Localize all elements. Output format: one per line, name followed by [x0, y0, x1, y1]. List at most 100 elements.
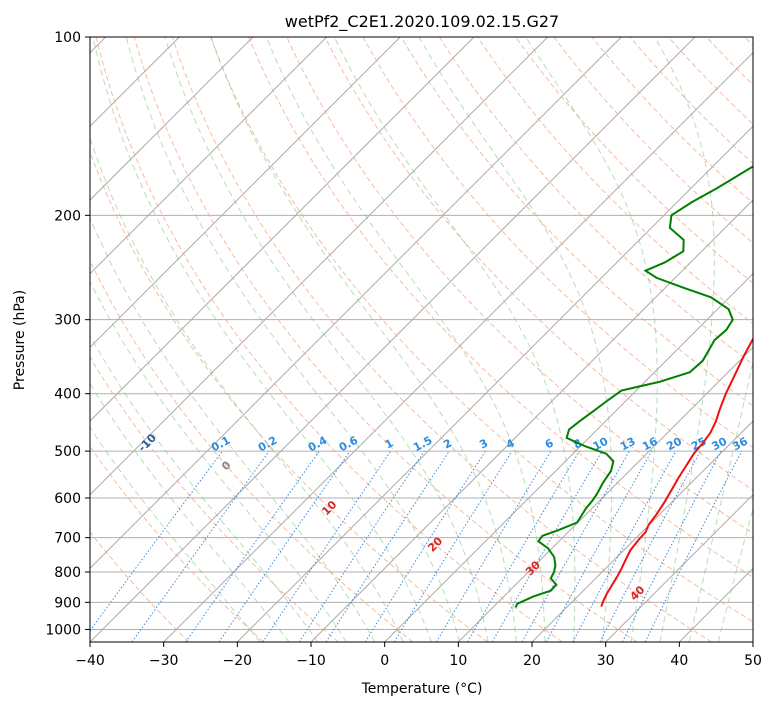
mixing-ratio-line	[298, 450, 425, 642]
moist-adiabat-line	[90, 136, 404, 642]
isotherm-line	[236, 125, 753, 642]
isotherm-line	[90, 37, 328, 275]
mixing-ratio-line	[621, 450, 722, 642]
mixing-ratio-line	[131, 450, 270, 642]
dry-adiabat-line	[90, 356, 339, 642]
x-tick-label: 50	[744, 653, 762, 669]
isotherm-line	[90, 37, 401, 349]
y-axis-ticks: 100 200 300 400 500 600 700 800 900 1000	[45, 30, 90, 638]
dry-adiabat-line	[90, 445, 264, 642]
isotherm-line	[605, 493, 753, 642]
isotherm-line	[384, 272, 753, 642]
x-axis-ticks: −40 −30 −20 −10 0 10 20 30 40 50	[75, 642, 762, 669]
isotherm-line	[90, 37, 549, 496]
y-tick-label: 900	[54, 595, 81, 611]
y-tick-label: 600	[54, 491, 81, 507]
y-tick-label: 400	[54, 387, 81, 403]
dry-adiabat-line	[90, 150, 488, 642]
mixing-ratio-line	[185, 450, 320, 642]
plot-area: -100-90-80-70-60-50-40-30-20-10010203040…	[90, 37, 753, 642]
moist-adiabat-line	[717, 507, 753, 642]
x-tick-label: 30	[597, 653, 615, 669]
y-tick-label: 700	[54, 531, 81, 547]
moist-adiabat-line	[92, 37, 432, 642]
y-tick-label: 200	[54, 208, 81, 224]
dry-adiabat-line	[324, 37, 753, 491]
mixing-ratio-line	[262, 450, 392, 642]
x-axis-label: Temperature (°C)	[361, 681, 483, 697]
mixing-ratio-line	[644, 450, 743, 642]
isobar-gridlines	[90, 37, 753, 630]
mixing-ratio-line	[435, 450, 552, 642]
moist-adiabat-line	[210, 37, 517, 642]
moist-adiabat-line	[90, 382, 290, 642]
mixing-ratio-lines	[90, 450, 743, 642]
dry-adiabat-line	[133, 37, 638, 642]
dry-adiabat-line	[248, 37, 753, 578]
y-tick-label: 500	[54, 444, 81, 460]
moist-adiabat-line	[90, 426, 261, 642]
isotherm-line	[90, 37, 475, 422]
y-tick-label: 800	[54, 565, 81, 581]
mixing-ratio-label: 10	[591, 434, 611, 453]
mixing-ratio-label: 13	[618, 435, 638, 454]
isotherm-line	[457, 346, 753, 642]
dry-adiabat-line	[90, 259, 414, 642]
dry-adiabat-line	[210, 37, 753, 623]
dry-adiabat-line	[438, 37, 753, 366]
dry-adiabat-line	[515, 37, 753, 284]
mixing-ratio-line	[599, 450, 701, 642]
x-tick-label: −30	[149, 653, 179, 669]
dry-adiabat-line	[400, 37, 753, 407]
plot-frame	[89, 36, 754, 643]
moist-adiabat-line	[125, 37, 461, 642]
mixing-ratio-label: 36	[730, 435, 750, 454]
y-axis-label: Pressure (hPa)	[12, 290, 28, 390]
mixing-ratio-line	[364, 450, 486, 642]
dry-adiabat-line	[95, 37, 563, 642]
y-tick-label: 1000	[45, 622, 81, 638]
mixing-ratio-label: 30	[710, 435, 730, 454]
isotherm-line	[531, 420, 753, 642]
isotherm-line	[90, 37, 696, 642]
isotherm-gridlines	[90, 37, 753, 642]
moist-adiabat-line	[265, 37, 546, 642]
x-tick-label: 40	[670, 653, 688, 669]
x-tick-label: 10	[449, 653, 467, 669]
isotherm-line	[90, 37, 254, 201]
moist-adiabat-line	[90, 216, 376, 642]
dry-adiabats	[90, 37, 753, 642]
moist-adiabat-line	[654, 37, 715, 642]
dry-adiabat-line	[171, 37, 712, 642]
isotherm-line	[90, 37, 622, 570]
dry-adiabat-line	[90, 531, 190, 642]
moist-adiabat-line	[90, 334, 319, 642]
moist-adiabat-line	[418, 37, 613, 642]
x-tick-label: −40	[75, 653, 105, 669]
dewpoint-line	[514, 165, 753, 608]
y-tick-label: 300	[54, 313, 81, 329]
chart-title: wetPf2_C2E1.2020.109.02.15.G27	[285, 12, 559, 32]
x-tick-label: −20	[223, 653, 253, 669]
moist-adiabat-line	[164, 37, 489, 642]
moist-adiabat-line	[333, 37, 576, 642]
x-tick-label: 0	[380, 653, 389, 669]
temperature-line	[600, 337, 753, 607]
mixing-ratio-label: 25	[689, 435, 709, 454]
mixing-ratio-line	[325, 450, 450, 642]
mixing-ratio-line	[572, 450, 677, 642]
moist-adiabat-line	[688, 358, 753, 642]
mixing-ratio-line	[521, 450, 630, 642]
x-tick-label: −10	[296, 653, 326, 669]
isotherm-line	[163, 51, 753, 642]
mixing-ratio-line	[90, 450, 223, 632]
moist-adiabats	[90, 37, 753, 642]
moist-adiabat-line	[90, 280, 347, 642]
moist-adiabat-line	[525, 37, 658, 642]
mixing-ratio-line	[545, 450, 653, 642]
x-tick-label: 20	[523, 653, 541, 669]
mixing-ratio-label: 16	[640, 435, 660, 454]
mixing-ratio-line	[393, 450, 513, 642]
